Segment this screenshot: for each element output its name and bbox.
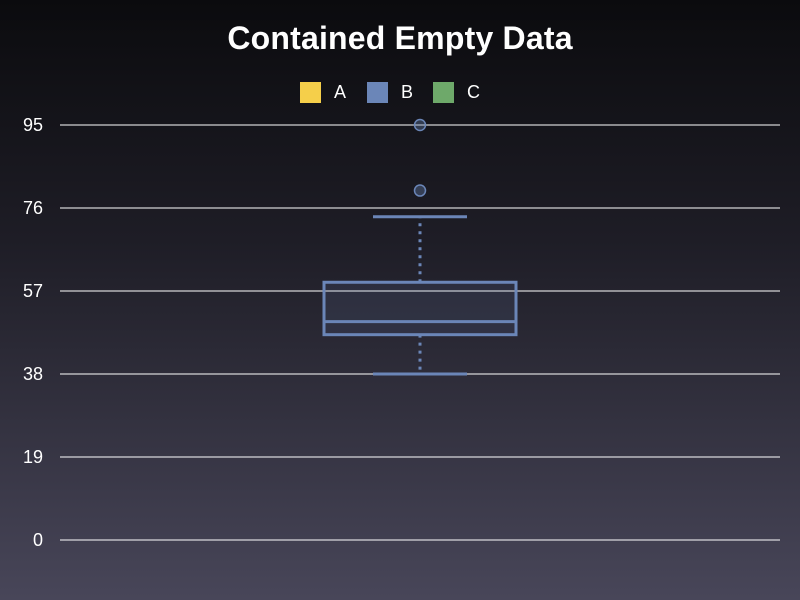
y-tick-label: 38 [23, 364, 43, 384]
y-tick-label: 95 [23, 115, 43, 135]
outlier-point [413, 118, 427, 132]
y-tick-label: 76 [23, 198, 43, 218]
box-iqr [322, 280, 518, 337]
legend-swatch-a [300, 81, 321, 103]
legend-label-a: A [334, 81, 347, 102]
chart-title: Contained Empty Data [227, 20, 573, 56]
y-tick-label: 57 [23, 281, 43, 301]
y-tick-label: 0 [33, 530, 43, 550]
outlier-point [413, 184, 427, 197]
y-tick-label: 19 [23, 447, 43, 467]
legend-item-a[interactable]: A [300, 80, 346, 104]
legend-label-c: C [467, 81, 480, 102]
legend: A B C [0, 80, 800, 104]
legend-label-b: B [401, 81, 414, 102]
legend-swatch-b [367, 81, 388, 103]
legend-item-c[interactable]: C [433, 80, 480, 104]
legend-item-b[interactable]: B [367, 80, 413, 104]
legend-swatch-c [433, 81, 454, 103]
